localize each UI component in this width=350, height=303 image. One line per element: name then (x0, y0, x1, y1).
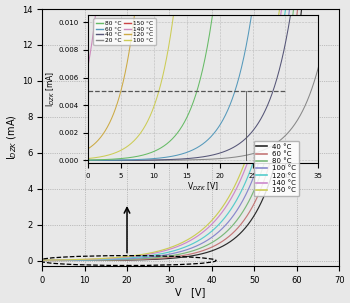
Legend: 40 °C, 60 °C, 80 °C, 100 °C, 120 °C, 140 °C, 150 °C: 40 °C, 60 °C, 80 °C, 100 °C, 120 °C, 140… (253, 141, 299, 196)
X-axis label: V   [V]: V [V] (175, 288, 206, 298)
Y-axis label: I$_{DZK}$ (mA): I$_{DZK}$ (mA) (6, 115, 19, 160)
